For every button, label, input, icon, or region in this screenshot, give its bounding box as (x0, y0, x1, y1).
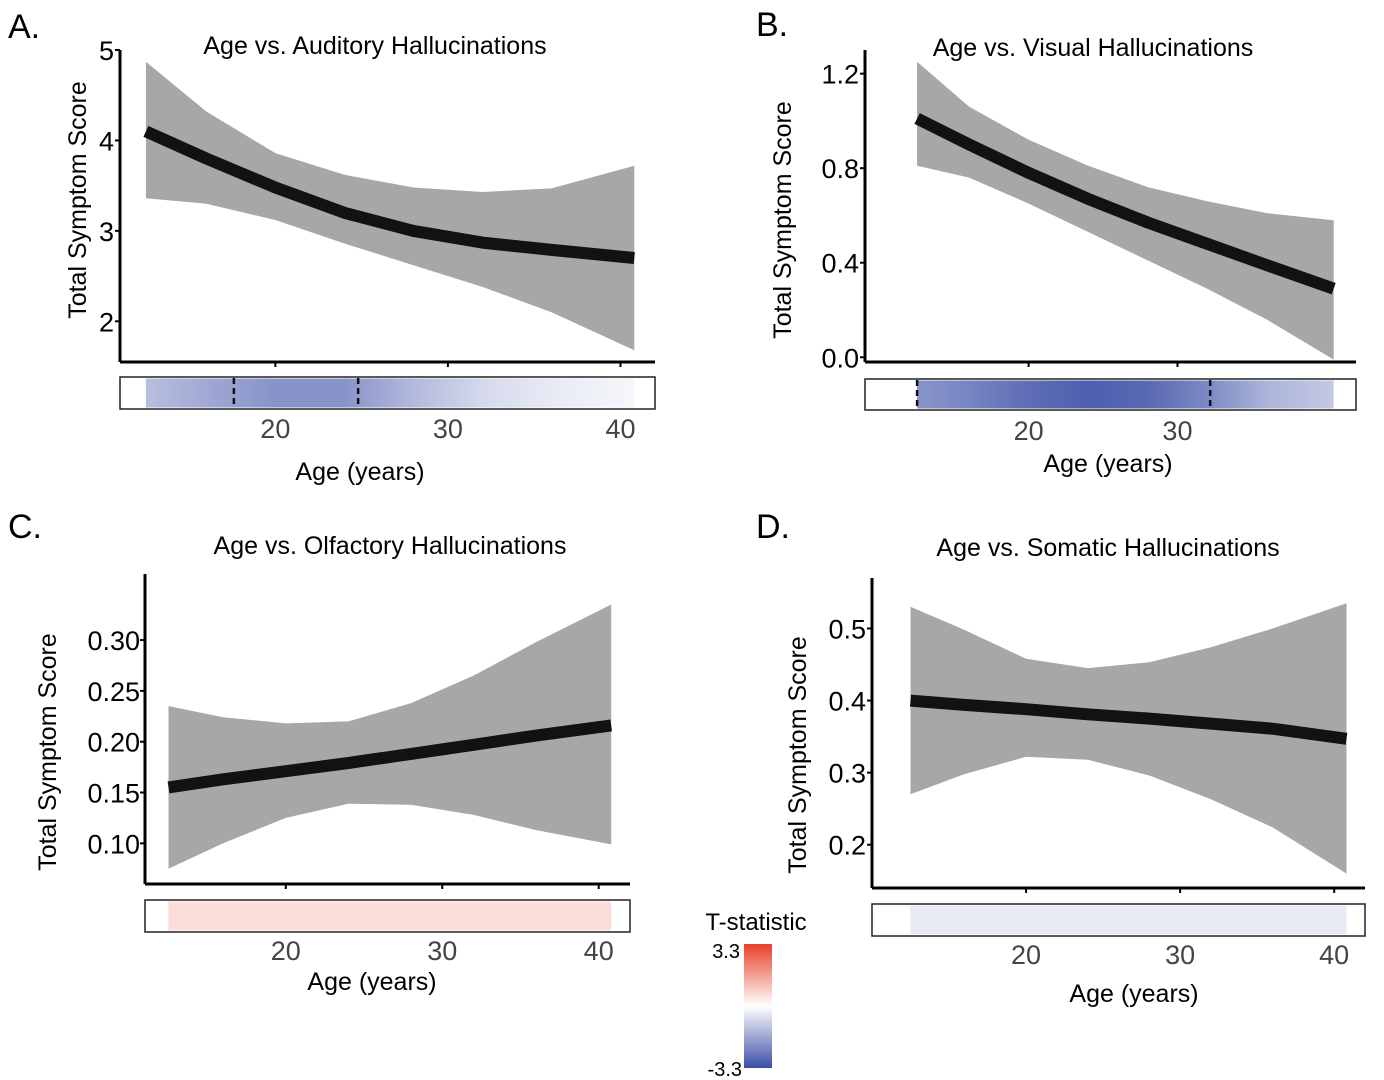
colorbar-gradient (744, 944, 772, 1068)
x-tick-label: 30 (1162, 416, 1192, 446)
y-tick-label: 5 (99, 36, 114, 66)
t-statistic-colorbar: T-statistic 3.3 -3.3 (705, 909, 806, 1080)
panel-b-title: Age vs. Visual Hallucinations (933, 34, 1254, 62)
x-tick-label: 20 (271, 936, 301, 966)
fit-line (910, 694, 1348, 745)
y-tick-label: 0.3 (828, 759, 866, 789)
panel-a-x-axis-label: Age (years) (295, 458, 424, 486)
confidence-band (168, 604, 612, 869)
y-tick-label: 0.15 (87, 779, 140, 809)
panel-c-title: Age vs. Olfactory Hallucinations (214, 532, 567, 560)
y-tick-label: 0.4 (828, 687, 866, 717)
panel-b-y-axis-label: Total Symptom Score (769, 101, 797, 339)
y-tick-label: 0.4 (821, 249, 859, 279)
panel-a: A. Age vs. Auditory Hallucinations Total… (8, 8, 656, 486)
y-tick-label: 1.2 (821, 60, 859, 90)
panel-d-x-axis-label: Age (years) (1069, 980, 1198, 1008)
y-tick-label: 0.10 (87, 829, 140, 859)
x-tick-label: 20 (260, 414, 290, 444)
x-tick-label: 40 (1319, 940, 1349, 970)
fit-line (143, 125, 635, 264)
y-tick-label: 0.2 (828, 831, 866, 861)
x-tick-label: 40 (605, 414, 635, 444)
fit-line (914, 113, 1336, 295)
age-strip-fill (145, 378, 635, 408)
y-tick-label: 4 (99, 126, 114, 156)
colorbar-max-label: 3.3 (712, 941, 740, 963)
panel-b: B. Age vs. Visual Hallucinations Total S… (756, 6, 1357, 478)
panel-b-x-axis-label: Age (years) (1043, 450, 1172, 478)
y-tick-label: 0.5 (828, 614, 866, 644)
colorbar-label: T-statistic (705, 909, 806, 936)
panel-c: C. Age vs. Olfactory Hallucinations Tota… (8, 508, 631, 996)
panel-d-y-axis-label: Total Symptom Score (784, 636, 812, 874)
panel-d: D. Age vs. Somatic Hallucinations Total … (756, 508, 1366, 1008)
colorbar-min-label: -3.3 (708, 1059, 742, 1080)
fit-line (167, 719, 613, 794)
x-tick-label: 20 (1014, 416, 1044, 446)
age-strip-fill (168, 901, 612, 931)
x-tick-label: 40 (584, 936, 614, 966)
panel-c-x-axis-label: Age (years) (307, 968, 436, 996)
confidence-band (910, 603, 1347, 874)
y-tick-label: 3 (99, 217, 114, 247)
confidence-band (145, 61, 635, 351)
x-tick-label: 30 (1165, 940, 1195, 970)
panel-c-label: C. (8, 508, 42, 546)
panel-a-y-axis-label: Total Symptom Score (64, 81, 92, 319)
age-strip-fill (910, 905, 1347, 935)
y-tick-label: 0.25 (87, 677, 140, 707)
y-tick-label: 2 (99, 307, 114, 337)
y-tick-label: 0.0 (821, 343, 859, 373)
y-tick-label: 0.30 (87, 626, 140, 656)
y-tick-label: 0.8 (821, 154, 859, 184)
panel-c-y-axis-label: Total Symptom Score (34, 633, 62, 871)
panel-a-title: Age vs. Auditory Hallucinations (203, 32, 546, 60)
panel-b-label: B. (756, 6, 788, 44)
x-tick-label: 20 (1011, 940, 1041, 970)
y-tick-label: 0.20 (87, 728, 140, 758)
x-tick-label: 30 (427, 936, 457, 966)
panel-d-label: D. (756, 508, 790, 546)
panel-d-title: Age vs. Somatic Hallucinations (936, 534, 1279, 562)
panel-a-label: A. (8, 8, 40, 46)
age-strip-fill (917, 380, 1334, 409)
x-tick-label: 30 (433, 414, 463, 444)
